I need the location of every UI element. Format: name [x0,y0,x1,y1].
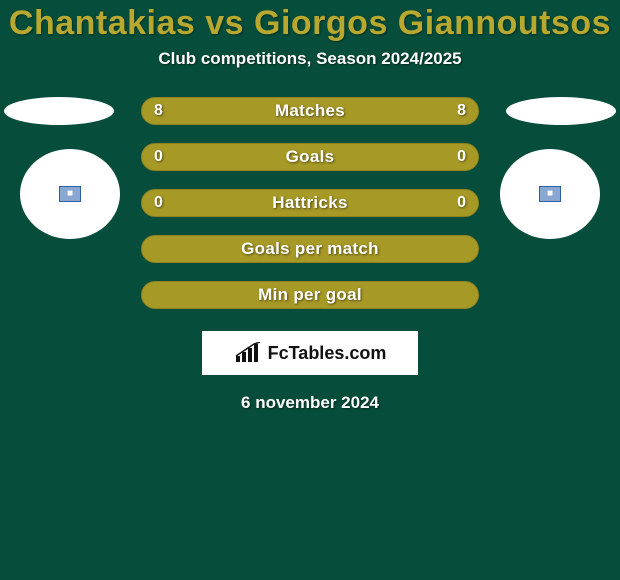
subtitle: Club competitions, Season 2024/2025 [0,49,620,69]
chart-icon [234,342,262,364]
stat-bar-goals: 0 Goals 0 [141,143,479,171]
stat-label: Min per goal [258,285,362,305]
stat-value-right: 8 [457,102,466,120]
stat-value-left: 0 [154,194,163,212]
stat-label: Hattricks [272,193,347,213]
stat-label: Matches [275,101,345,121]
stat-label: Goals per match [241,239,379,259]
stat-bar-matches: 8 Matches 8 [141,97,479,125]
generated-date: 6 november 2024 [0,393,620,413]
stat-value-right: 0 [457,194,466,212]
stats-area: ■ ■ 8 Matches 8 0 Goals 0 0 Hattricks 0 [0,97,620,309]
stat-bar-goals-per-match: Goals per match [141,235,479,263]
player-right-name-oval [506,97,616,125]
player-left-name-oval [4,97,114,125]
player-left-jersey: ■ [20,149,120,239]
page-title: Chantakias vs Giorgos Giannoutsos [0,0,620,43]
flag-icon: ■ [539,186,561,202]
flag-icon: ■ [59,186,81,202]
stat-bar-min-per-goal: Min per goal [141,281,479,309]
stat-value-left: 0 [154,148,163,166]
site-logo-text: FcTables.com [268,343,387,364]
site-logo[interactable]: FcTables.com [202,331,418,375]
comparison-card: Chantakias vs Giorgos Giannoutsos Club c… [0,0,620,580]
stat-value-left: 8 [154,102,163,120]
stat-label: Goals [286,147,335,167]
stat-value-right: 0 [457,148,466,166]
stat-bars: 8 Matches 8 0 Goals 0 0 Hattricks 0 Goal… [141,97,479,309]
stat-bar-hattricks: 0 Hattricks 0 [141,189,479,217]
player-right-jersey: ■ [500,149,600,239]
